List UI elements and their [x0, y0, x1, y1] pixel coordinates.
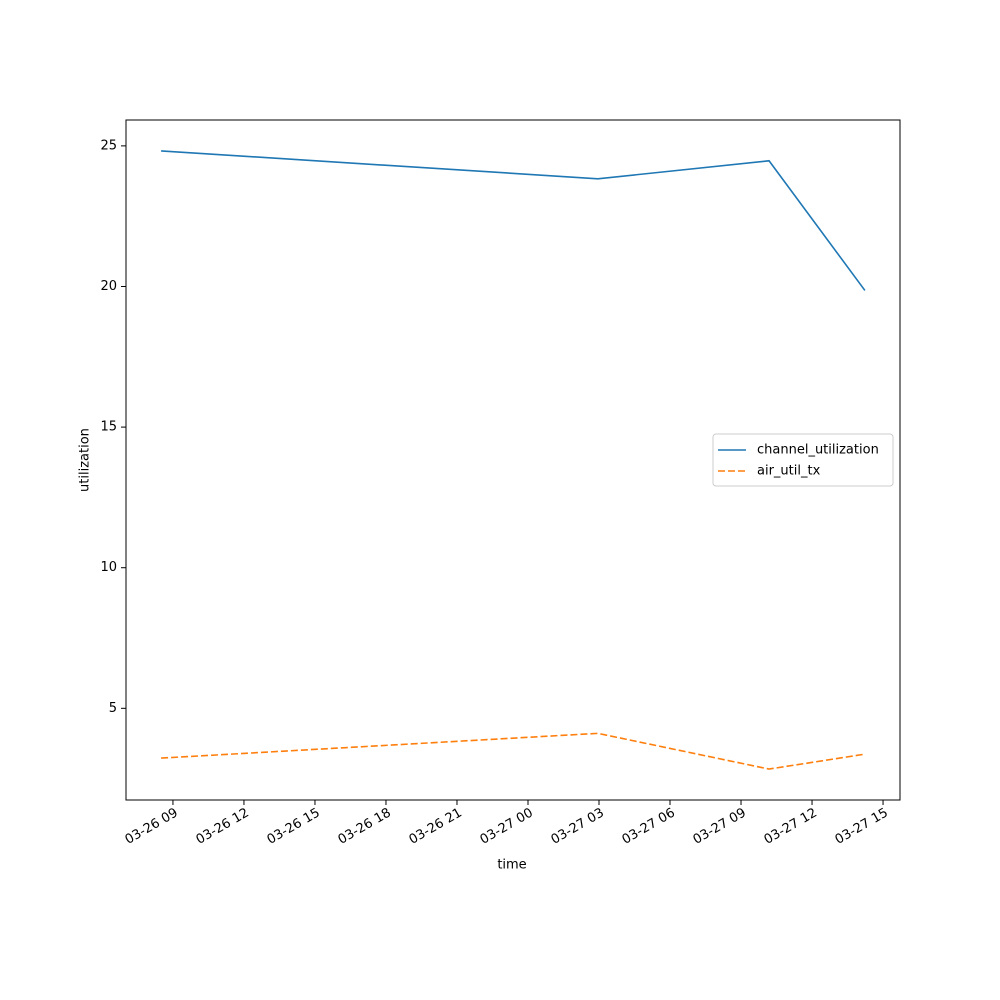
y-tick-label: 5	[109, 701, 117, 716]
plot-frame	[125, 119, 901, 801]
y-tick-label: 25	[100, 138, 117, 153]
legend-label: channel_utilization	[757, 443, 879, 458]
y-tick-label: 20	[100, 279, 117, 294]
x-axis-label: time	[497, 858, 526, 873]
y-tick-label: 15	[100, 420, 117, 435]
legend-label: air_util_tx	[757, 464, 821, 479]
y-tick-label: 10	[100, 560, 117, 575]
y-axis-label: utilization	[78, 428, 93, 492]
data-line	[161, 150, 866, 291]
legend-box	[712, 433, 894, 487]
data-line	[161, 732, 866, 770]
